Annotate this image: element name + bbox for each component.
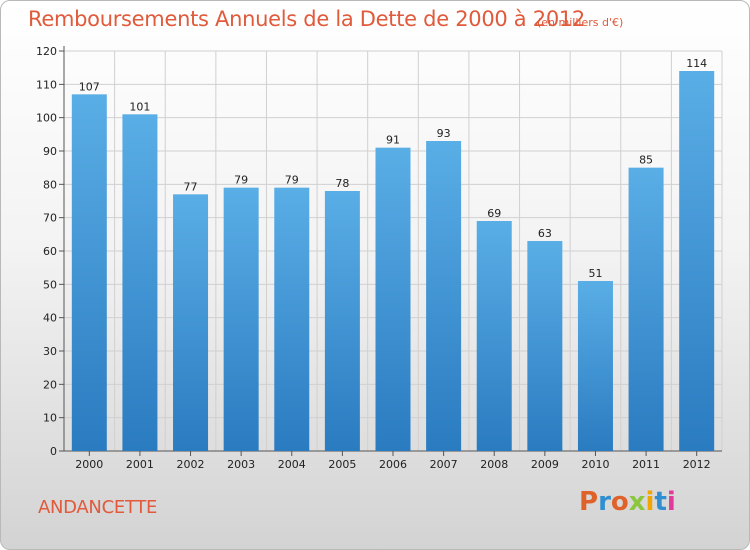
bar-2002[interactable] bbox=[173, 194, 209, 452]
bar-2012[interactable] bbox=[679, 71, 715, 451]
y-tick-label: 100 bbox=[36, 112, 57, 125]
bars bbox=[71, 71, 715, 452]
x-tick-label: 2010 bbox=[581, 458, 609, 471]
bar-value-label: 78 bbox=[335, 177, 349, 190]
x-tick-label: 2005 bbox=[328, 458, 356, 471]
bar-2001[interactable] bbox=[122, 114, 158, 451]
logo-letter: P bbox=[579, 487, 599, 517]
logo-letter: i bbox=[645, 487, 655, 517]
bar-value-label: 79 bbox=[285, 174, 299, 187]
bar-value-label: 114 bbox=[686, 57, 707, 70]
logo-letter: i bbox=[666, 487, 676, 517]
x-tick-label: 2009 bbox=[531, 458, 559, 471]
y-tick-label: 80 bbox=[43, 178, 57, 191]
bar-value-label: 107 bbox=[79, 80, 100, 93]
logo-letter: x bbox=[628, 487, 646, 517]
bar-2000[interactable] bbox=[71, 94, 107, 451]
y-tick-label: 20 bbox=[43, 378, 57, 391]
x-tick-label: 2008 bbox=[480, 458, 508, 471]
bar-value-label: 101 bbox=[129, 100, 150, 113]
y-tick-label: 110 bbox=[36, 78, 57, 91]
y-tick-label: 40 bbox=[43, 312, 57, 325]
x-tick-label: 2007 bbox=[430, 458, 458, 471]
bar-2011[interactable] bbox=[628, 167, 664, 451]
bar-value-label: 79 bbox=[234, 174, 248, 187]
y-tick-label: 90 bbox=[43, 145, 57, 158]
bar-2008[interactable] bbox=[476, 221, 512, 451]
bar-value-label: 91 bbox=[386, 134, 400, 147]
chart-unit: (en milliers d'€) bbox=[537, 16, 624, 29]
bar-value-label: 77 bbox=[184, 180, 198, 193]
bar-2009[interactable] bbox=[527, 241, 563, 451]
bar-2007[interactable] bbox=[426, 141, 462, 451]
bar-value-label: 63 bbox=[538, 227, 552, 240]
x-tick-label: 2002 bbox=[177, 458, 205, 471]
y-tick-label: 50 bbox=[43, 278, 57, 291]
x-tick-label: 2012 bbox=[683, 458, 711, 471]
y-tick-label: 30 bbox=[43, 345, 57, 358]
bar-2006[interactable] bbox=[375, 147, 411, 451]
y-tick-label: 10 bbox=[43, 412, 57, 425]
bar-2010[interactable] bbox=[577, 281, 613, 451]
bar-value-label: 69 bbox=[487, 207, 501, 220]
y-tick-label: 70 bbox=[43, 212, 57, 225]
bar-2004[interactable] bbox=[274, 187, 310, 451]
bar-2003[interactable] bbox=[223, 187, 259, 451]
bar-value-label: 51 bbox=[588, 267, 602, 280]
x-tick-label: 2000 bbox=[75, 458, 103, 471]
proxiti-logo[interactable]: Proxiti bbox=[579, 487, 676, 517]
town-name: ANDANCETTE bbox=[38, 497, 158, 518]
bar-value-label: 85 bbox=[639, 154, 653, 167]
bar-2005[interactable] bbox=[324, 191, 360, 451]
y-tick-label: 0 bbox=[50, 445, 57, 458]
x-tick-label: 2003 bbox=[227, 458, 255, 471]
x-tick-label: 2001 bbox=[126, 458, 154, 471]
logo-letter: t bbox=[654, 487, 667, 517]
logo-letter: o bbox=[610, 487, 629, 517]
x-tick-label: 2011 bbox=[632, 458, 660, 471]
logo-letter: r bbox=[598, 487, 611, 517]
x-tick-label: 2006 bbox=[379, 458, 407, 471]
bar-value-label: 93 bbox=[437, 127, 451, 140]
labels: 0 10 20 30 40 50 60 70 80 90 100 110 120 107 2000 101 20… bbox=[36, 45, 711, 471]
y-tick-label: 60 bbox=[43, 245, 57, 258]
x-tick-label: 2004 bbox=[278, 458, 306, 471]
chart-title: Remboursements Annuels de la Dette de 20… bbox=[28, 7, 585, 31]
y-tick-label: 120 bbox=[36, 45, 57, 58]
